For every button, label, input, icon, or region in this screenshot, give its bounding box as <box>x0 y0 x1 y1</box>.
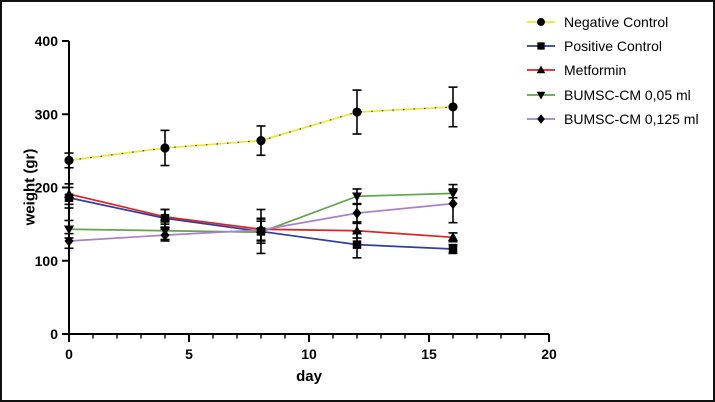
x-axis-title: day <box>296 368 322 385</box>
axes: 0 100 200 300 400 0 5 10 15 20 <box>35 33 557 362</box>
diamond-marker-icon <box>160 229 170 241</box>
legend-label: BUMSC-CM 0,125 ml <box>564 110 699 127</box>
legend-item-positive-control: Positive Control <box>526 34 699 58</box>
y-tick-label: 200 <box>35 180 59 196</box>
triangle-down-marker-icon <box>64 225 74 235</box>
triangle-down-marker-icon <box>536 91 546 100</box>
circle-marker-icon <box>256 136 266 146</box>
legend-item-bumsc-cm-0125: BUMSC-CM 0,125 ml <box>526 107 699 131</box>
diamond-marker-icon <box>256 224 266 236</box>
series-markers-negative-control <box>64 102 458 165</box>
legend-label: Positive Control <box>564 38 663 55</box>
circle-marker-icon <box>537 18 545 27</box>
y-tick-label: 100 <box>35 253 59 269</box>
x-tick-label: 15 <box>421 346 437 362</box>
legend-label: Negative Control <box>564 14 669 31</box>
legend: Negative Control Positive Control Metfor… <box>526 10 699 131</box>
triangle-down-marker-icon <box>352 192 362 202</box>
diamond-marker-icon <box>352 207 362 219</box>
circle-marker-icon <box>160 143 170 153</box>
triangle-up-marker-icon <box>160 211 170 221</box>
legend-label: Metformin <box>564 62 627 79</box>
legend-key-metformin <box>527 65 555 74</box>
square-marker-icon <box>537 42 545 50</box>
legend-key-positive-control <box>527 42 555 50</box>
error-bars-negative-control <box>64 86 458 169</box>
square-marker-icon <box>448 244 458 254</box>
legend-item-bumsc-cm-005: BUMSC-CM 0,05 ml <box>526 83 699 107</box>
circle-marker-icon <box>64 155 74 165</box>
triangle-up-marker-icon <box>352 225 362 235</box>
diamond-marker-icon <box>537 114 545 124</box>
x-tick-label: 20 <box>541 346 557 362</box>
series-markers-bumsc-cm-0-125-ml <box>64 198 458 247</box>
legend-item-negative-control: Negative Control <box>526 10 699 34</box>
square-marker-icon <box>352 240 362 249</box>
x-tick-label: 10 <box>301 346 317 362</box>
circle-marker-icon <box>352 107 362 117</box>
triangle-up-marker-icon <box>536 65 546 74</box>
y-tick-label: 300 <box>35 106 59 122</box>
x-tick-label: 5 <box>185 346 193 362</box>
y-tick-label: 0 <box>50 326 58 342</box>
legend-item-metformin: Metformin <box>526 58 699 82</box>
legend-key-bumsc-cm-005 <box>527 91 555 100</box>
triangle-up-marker-icon <box>448 232 458 242</box>
legend-label: BUMSC-CM 0,05 ml <box>564 86 691 103</box>
y-axis-title: weight (gr) <box>21 148 39 226</box>
circle-marker-icon <box>448 102 458 112</box>
y-tick-label: 400 <box>35 33 59 49</box>
diamond-marker-icon <box>448 198 458 210</box>
diamond-marker-icon <box>64 235 74 247</box>
x-tick-label: 0 <box>65 346 73 362</box>
triangle-up-marker-icon <box>64 188 74 198</box>
legend-key-bumsc-cm-0125 <box>527 114 555 124</box>
legend-key-negative-control <box>527 18 555 27</box>
triangle-down-marker-icon <box>448 189 458 199</box>
